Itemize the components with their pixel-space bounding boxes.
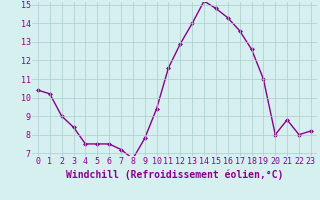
X-axis label: Windchill (Refroidissement éolien,°C): Windchill (Refroidissement éolien,°C) xyxy=(66,169,283,180)
